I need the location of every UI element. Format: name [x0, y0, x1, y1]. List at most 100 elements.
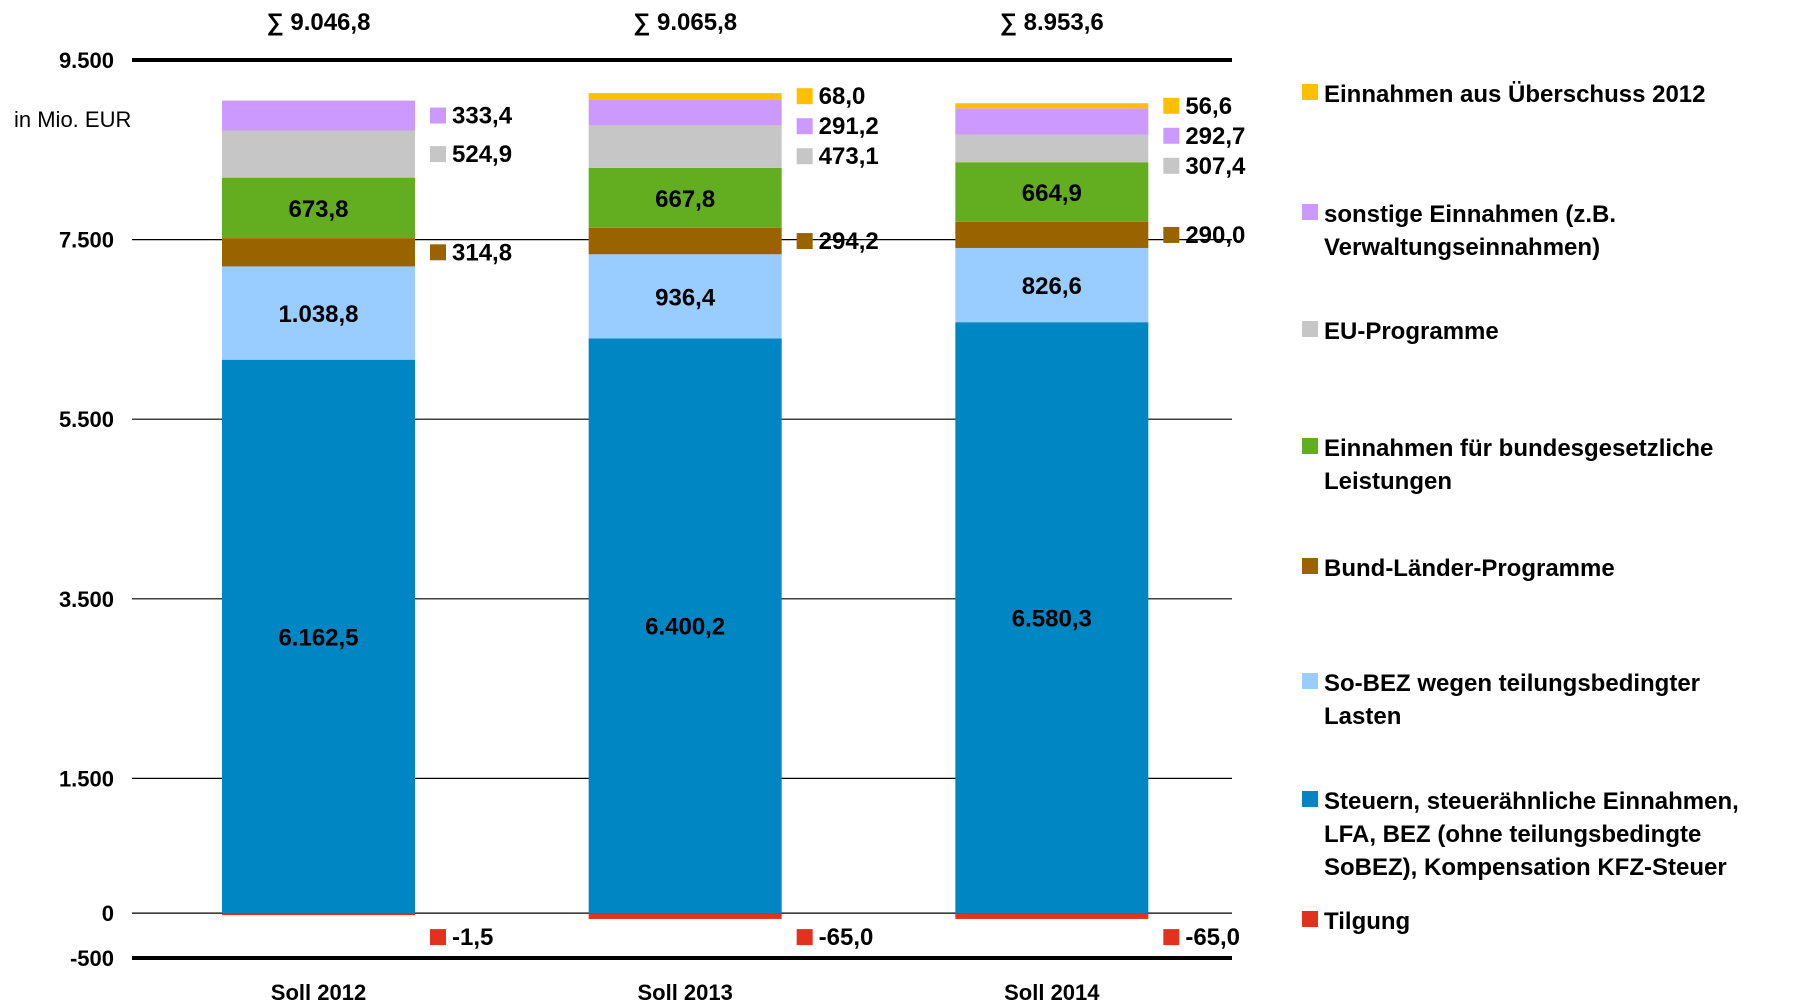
- y-tick-label: 9.500: [59, 48, 114, 73]
- data-label: 68,0: [819, 83, 866, 110]
- unit-label: in Mio. EUR: [14, 107, 131, 132]
- legend-item: Tilgung: [1302, 905, 1807, 938]
- bar-segment: [955, 134, 1149, 163]
- y-tick-label: 1.500: [59, 766, 114, 791]
- bar-segment: [955, 221, 1149, 248]
- data-label-marker: [1163, 929, 1180, 946]
- data-label: 524,9: [452, 141, 512, 168]
- legend-label: EU-Programme: [1324, 318, 1499, 345]
- y-tick-label: 0: [102, 901, 114, 926]
- data-label-marker: [1163, 127, 1180, 144]
- data-label-marker: [796, 148, 813, 165]
- data-label-marker: [1163, 226, 1180, 243]
- data-label-marker: [430, 244, 446, 261]
- legend-swatch: [1302, 438, 1318, 454]
- bar-segment: [588, 913, 782, 919]
- bar-segment: [955, 322, 1149, 914]
- bar-segment: [955, 162, 1149, 222]
- bar-segment: [588, 125, 782, 168]
- data-label: 1.038,8: [278, 301, 358, 328]
- data-label: 473,1: [819, 143, 879, 170]
- data-label-marker: [430, 107, 446, 124]
- legend-item: EU-Programme: [1302, 315, 1807, 348]
- data-label: 294,2: [819, 228, 879, 255]
- bar-segment: [222, 100, 415, 131]
- data-label-marker: [1163, 157, 1180, 174]
- bar-segment: [955, 913, 1149, 919]
- data-label: 826,6: [1022, 273, 1082, 300]
- legend-item: sonstige Einnahmen (z.B. Verwaltungseinna…: [1302, 198, 1807, 264]
- bar-segment: [588, 93, 782, 100]
- data-label: 667,8: [655, 186, 715, 213]
- legend-swatch: [1302, 673, 1318, 689]
- data-label-marker: [796, 88, 813, 105]
- total-label: ∑ 9.065,8: [633, 9, 737, 36]
- bar-segment: [588, 254, 782, 339]
- legend-swatch: [1302, 204, 1318, 220]
- legend-label: Bund-Länder-Programme: [1324, 555, 1615, 582]
- x-category-label: Soll 2012: [271, 980, 366, 1005]
- legend-label: Tilgung: [1324, 908, 1411, 935]
- legend-label: Einnahmen für bundesgesetzliche Leistunge…: [1324, 435, 1714, 495]
- bar-segment: [955, 108, 1149, 135]
- bar-segment: [955, 247, 1149, 323]
- data-label-marker: [430, 929, 446, 946]
- y-tick-label: 7.500: [59, 228, 114, 253]
- data-label: 291,2: [819, 113, 879, 140]
- data-label: 292,7: [1185, 123, 1245, 150]
- y-tick-label: 5.500: [59, 407, 114, 432]
- legend-swatch: [1302, 911, 1318, 927]
- labels-layer: 6.162,5 1.038,8 673,8 -1,5 314,8 524,9 333,4 ∑ …: [267, 9, 1246, 1005]
- bar-segment: [222, 130, 415, 178]
- legend-item: Bund-Länder-Programme: [1302, 552, 1807, 585]
- x-category-label: Soll 2014: [1004, 980, 1100, 1005]
- total-label: ∑ 8.953,6: [1000, 9, 1104, 36]
- bar-segment: [588, 99, 782, 126]
- legend-item: Einnahmen für bundesgesetzliche Leistunge…: [1302, 432, 1807, 498]
- legend-swatch: [1302, 84, 1318, 100]
- bar-segment: [588, 338, 782, 914]
- data-label: 333,4: [452, 103, 513, 130]
- data-label: 6.400,2: [645, 614, 725, 641]
- legend-label: So-BEZ wegen teilungsbedingter Lasten: [1324, 670, 1701, 730]
- data-label: 673,8: [288, 196, 348, 223]
- bars-layer: [222, 93, 1149, 919]
- legend-label: Steuern, steuerähnliche Einnahmen, LFA, B…: [1324, 788, 1739, 881]
- bar-segment: [588, 167, 782, 228]
- legend-label: Einnahmen aus Überschuss 2012: [1324, 81, 1706, 108]
- bar-segment: [222, 266, 415, 360]
- legend-item: So-BEZ wegen teilungsbedingter Lasten: [1302, 667, 1807, 733]
- data-label: 56,6: [1185, 93, 1232, 120]
- y-tick-label: 3.500: [59, 587, 114, 612]
- legend-swatch: [1302, 321, 1318, 337]
- data-label: -1,5: [452, 924, 493, 951]
- legend-item: Einnahmen aus Überschuss 2012: [1302, 78, 1807, 111]
- data-label: 6.580,3: [1012, 606, 1092, 633]
- data-label-marker: [796, 118, 813, 135]
- bar-segment: [222, 177, 415, 239]
- data-label: 290,0: [1185, 222, 1245, 249]
- y-tick-label: -500: [70, 946, 114, 971]
- legend-item: Steuern, steuerähnliche Einnahmen, LFA, B…: [1302, 785, 1807, 884]
- bar-segment: [588, 227, 782, 255]
- data-label: 6.162,5: [278, 624, 358, 651]
- x-category-label: Soll 2013: [637, 980, 732, 1005]
- bar-segment: [222, 359, 415, 914]
- bar-segment: [955, 103, 1149, 109]
- bar-segment: [222, 913, 415, 916]
- data-label: -65,0: [1185, 924, 1240, 951]
- data-label-marker: [1163, 97, 1180, 114]
- data-label: 936,4: [655, 284, 716, 311]
- data-label: 314,8: [452, 239, 512, 266]
- bar-segment: [222, 238, 415, 267]
- y-axis: -500 0 1.500 3.500 5.500 7.500 9.500: [59, 48, 114, 971]
- data-label: -65,0: [819, 924, 874, 951]
- data-label: 664,9: [1022, 180, 1082, 207]
- data-label-marker: [796, 929, 813, 946]
- legend-swatch: [1302, 791, 1318, 807]
- total-label: ∑ 9.046,8: [267, 9, 371, 36]
- legend-label: sonstige Einnahmen (z.B. Verwaltungseinna…: [1324, 201, 1617, 261]
- legend-swatch: [1302, 558, 1318, 574]
- data-label: 307,4: [1185, 153, 1246, 180]
